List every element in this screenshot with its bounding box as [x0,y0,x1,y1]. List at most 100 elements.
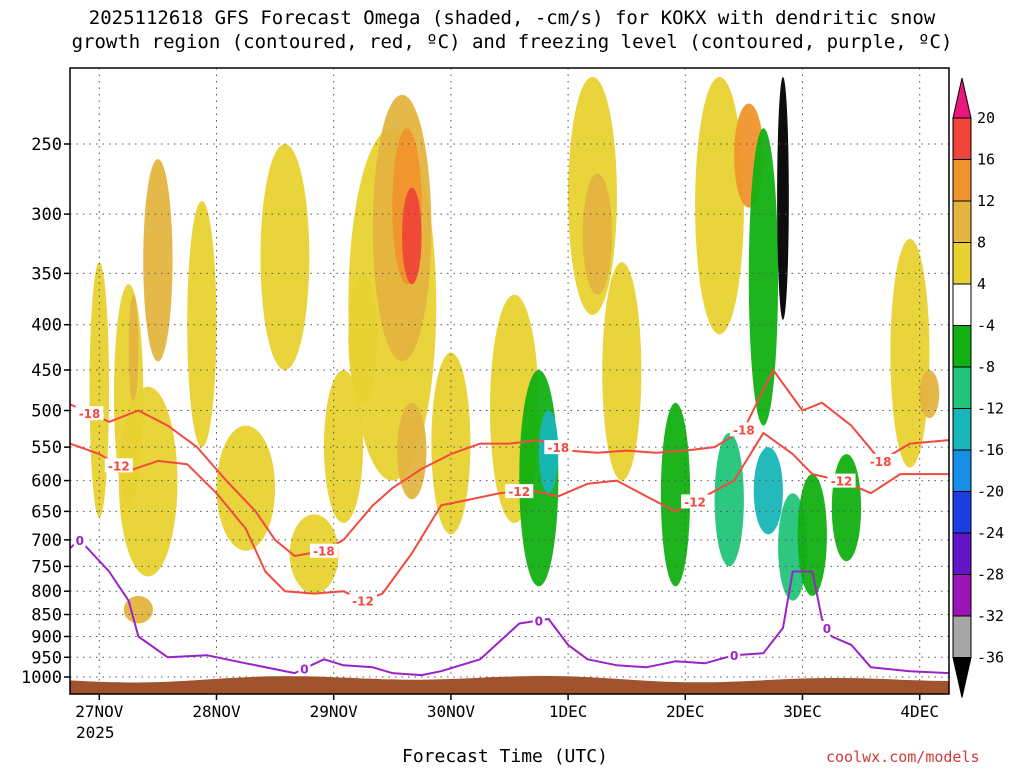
omega-cell-4 [118,386,178,577]
omega-cell-15 [402,187,422,285]
contour-label-bg-1-3 [681,494,710,509]
colorbar-swatch-7 [952,366,972,409]
contour-label-1-3: -12 [684,495,706,509]
omega-cell-16 [397,402,427,500]
colorbar-swatch-8 [952,408,972,451]
contour-label-1-1: -12 [352,595,374,609]
y-tick-label-600: 600 [31,472,62,492]
contour-label-bg-0-2 [544,440,573,455]
x-axis-title: Forecast Time (UTC) [402,746,608,767]
x-tick-label-5: 2DEC [666,702,705,721]
y-tick-label-800: 800 [31,582,62,602]
colorbar-swatch-13 [952,615,972,658]
omega-cell-6 [187,201,217,448]
omega-cell-0 [89,262,110,518]
y-tick-label-950: 950 [31,648,62,668]
colorbar-label-3: 8 [977,234,986,252]
contours: -18 -18 -18 -18 -18 -12 -12 -12 -12 -12 0 0 0 0 0 [70,369,949,677]
colorbar-swatch-3 [952,200,972,243]
colorbar-label-4: 4 [977,275,986,293]
contour-label-bg-0-1 [309,543,338,558]
omega-cell-33 [831,454,862,562]
y-tick-label-700: 700 [31,531,62,551]
omega-cell-2 [128,294,139,403]
contour-label-bg-2-1 [298,661,311,676]
omega-cell-3 [123,595,154,624]
year-label: 2025 [76,723,115,742]
contour-label-0-4: -18 [870,455,892,469]
surface-terrain [70,675,949,694]
title-line-2: growth region (contoured, red, ºC) and f… [71,31,953,53]
omega-shading [89,76,940,624]
colorbar-top-arrow [952,77,972,119]
contour-label-0-1: -18 [313,545,335,559]
y-tick-label-250: 250 [31,135,62,155]
credit-link[interactable]: coolwx.com/models [826,748,980,766]
contour-label-0-2: -18 [547,441,569,455]
colorbar-swatch-10 [952,491,972,534]
omega-cell-28 [748,128,779,426]
omega-cell-7 [216,425,276,551]
contour-label-1-0: -12 [108,459,130,473]
colorbar-label-7: -12 [977,400,1004,418]
contour-label-bg-0-3 [729,422,758,437]
colorbar-label-5: -4 [977,317,995,335]
colorbar-label-0: 20 [977,109,995,127]
gridlines [70,68,949,694]
x-tick-label-7: 4DEC [900,702,939,721]
colorbar-label-10: -24 [977,524,1004,542]
y-tick-label-1000: 1000 [21,668,62,688]
contour-label-bg-1-0 [104,458,133,473]
y-tick-label-350: 350 [31,264,62,284]
colorbar-label-2: 12 [977,192,995,210]
contour-line-2 [70,538,949,677]
colorbar-label-13: -36 [977,649,1004,667]
colorbar-swatch-9 [952,449,972,492]
contour-label-bg-2-4 [820,620,833,635]
omega-cell-35 [919,369,940,419]
colorbar-swatch-11 [952,532,972,575]
x-axis: 27NOV 28NOV 29NOV 30NOV 1DEC 2DEC 3DEC 4DEC [75,694,939,721]
x-tick-label-1: 28NOV [192,702,241,721]
x-tick-label-6: 3DEC [783,702,822,721]
contour-label-bg-1-1 [349,593,377,608]
contour-label-bg-0-4 [866,453,895,468]
omega-cell-30 [777,76,789,320]
y-tick-label-300: 300 [31,205,62,225]
contour-label-1-2: -12 [508,485,530,499]
colorbar-label-9: -20 [977,483,1004,501]
omega-cell-17 [431,352,471,535]
omega-cell-24 [660,402,691,587]
omega-cell-25 [695,76,744,335]
omega-cell-23 [602,262,642,481]
contour-label-bg-0-0 [75,406,104,421]
plot-frame [69,67,950,695]
colorbar: 20 16 12 8 4 -4 -8 -12 -16 -20 -24 -28 -32 -36 [952,77,1004,698]
contour-label-2-3: 0 [730,649,738,663]
y-tick-label-850: 850 [31,606,62,626]
y-tick-label-650: 650 [31,502,62,522]
omega-cell-26 [714,432,744,567]
contour-label-2-0: 0 [76,534,84,548]
y-tick-label-900: 900 [31,627,62,647]
colorbar-label-11: -28 [977,566,1004,584]
contour-label-bg-2-2 [532,613,545,628]
y-tick-label-750: 750 [31,557,62,577]
y-tick-label-450: 450 [31,361,62,381]
contour-label-2-4: 0 [823,622,831,636]
omega-cell-29 [753,447,783,535]
colorbar-label-6: -8 [977,358,995,376]
contour-line-0 [70,369,949,557]
omega-cell-32 [797,474,827,596]
colorbar-swatch-4 [952,242,972,285]
contour-label-bg-1-4 [827,473,856,488]
colorbar-swatch-1 [952,117,972,160]
contour-label-2-2: 0 [535,614,543,628]
colorbar-swatch-12 [952,574,972,617]
x-tick-label-2: 29NOV [310,702,359,721]
colorbar-label-8: -16 [977,441,1004,459]
contour-label-bg-2-0 [73,532,86,547]
colorbar-swatch-5 [952,283,972,326]
contour-label-1-4: -12 [831,475,853,489]
x-tick-label-4: 1DEC [549,702,588,721]
